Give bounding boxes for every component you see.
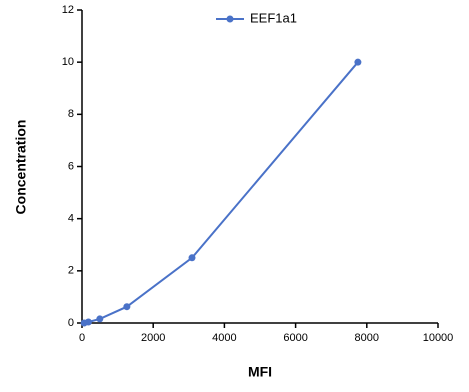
y-axis-label: Concentration — [13, 120, 29, 215]
legend-marker — [226, 15, 234, 23]
x-tick-label: 10000 — [423, 332, 454, 344]
y-tick-label: 6 — [68, 160, 74, 172]
y-tick-label: 0 — [68, 317, 74, 329]
y-tick-label: 8 — [68, 108, 74, 120]
x-tick-label: 6000 — [283, 332, 307, 344]
data-point — [84, 318, 92, 326]
legend-label: EEF1a1 — [250, 10, 297, 25]
data-point — [354, 58, 362, 66]
x-tick-label: 8000 — [355, 332, 379, 344]
data-point — [188, 254, 196, 262]
y-tick-label: 2 — [68, 265, 74, 277]
series-line — [83, 61, 359, 324]
y-tick-label: 10 — [62, 56, 74, 68]
data-point — [96, 315, 104, 323]
x-tick-label: 4000 — [212, 332, 236, 344]
x-axis-label: MFI — [248, 364, 272, 380]
y-tick-label: 12 — [62, 4, 74, 16]
x-tick-label: 0 — [79, 332, 85, 344]
x-tick-label: 2000 — [141, 332, 165, 344]
y-tick-label: 4 — [68, 213, 74, 225]
data-point — [123, 303, 131, 311]
